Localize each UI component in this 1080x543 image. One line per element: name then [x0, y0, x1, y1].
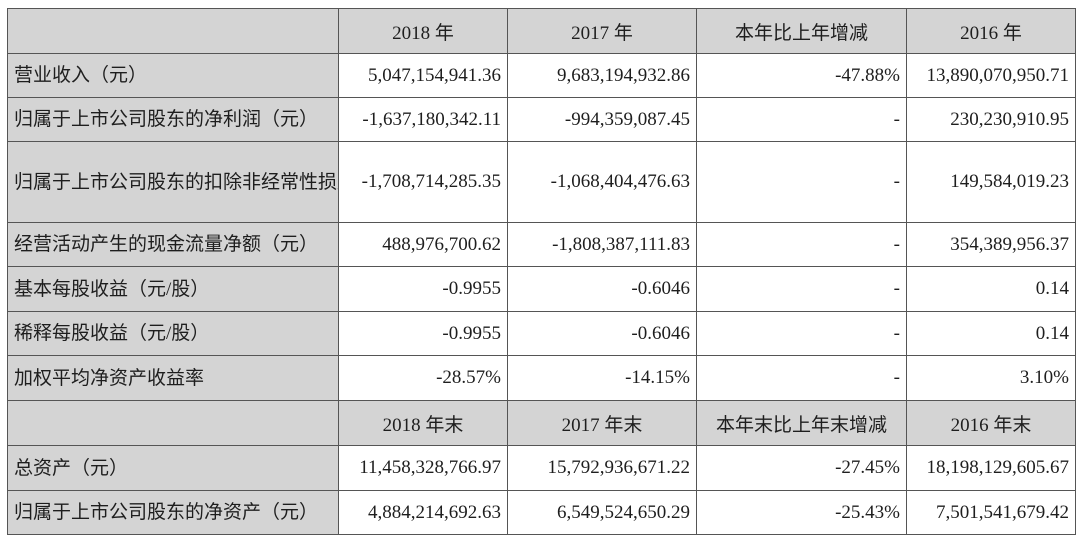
header-2017-end: 2017 年末: [507, 400, 697, 446]
value-2016: 13,890,070,950.71: [906, 53, 1076, 98]
value-2018: 488,976,700.62: [338, 222, 508, 267]
row-label: 基本每股收益（元/股）: [7, 266, 339, 312]
header-change-end: 本年末比上年末增减: [696, 400, 907, 446]
value-2018: -1,637,180,342.11: [338, 97, 508, 142]
value-2017: 6,549,524,650.29: [507, 490, 697, 535]
table-row: 归属于上市公司股东的净利润（元） -1,637,180,342.11 -994,…: [7, 97, 1076, 142]
value-2017: -0.6046: [507, 311, 697, 356]
value-2016: 18,198,129,605.67: [906, 445, 1076, 491]
header-change: 本年比上年增减: [696, 8, 907, 54]
value-change: -27.45%: [696, 445, 907, 491]
header-corner: [7, 8, 339, 54]
header-2018-end: 2018 年末: [338, 400, 508, 446]
row-label: 稀释每股收益（元/股）: [7, 311, 339, 356]
table-row: 总资产（元） 11,458,328,766.97 15,792,936,671.…: [7, 445, 1076, 491]
table-row: 营业收入（元） 5,047,154,941.36 9,683,194,932.8…: [7, 53, 1076, 98]
value-2018: -1,708,714,285.35: [338, 141, 508, 223]
row-label: 加权平均净资产收益率: [7, 355, 339, 401]
value-2017: -14.15%: [507, 355, 697, 401]
row-label: 归属于上市公司股东的扣除非经常性损益的净利润（元）: [7, 141, 339, 223]
value-2018: -28.57%: [338, 355, 508, 401]
header-row-year-end: 2018 年末 2017 年末 本年末比上年末增减 2016 年末: [7, 400, 1076, 446]
value-change: -: [696, 222, 907, 267]
value-change: -25.43%: [696, 490, 907, 535]
value-2016: 149,584,019.23: [906, 141, 1076, 223]
table-row: 加权平均净资产收益率 -28.57% -14.15% - 3.10%: [7, 355, 1076, 401]
value-2016: 3.10%: [906, 355, 1076, 401]
table-row: 归属于上市公司股东的扣除非经常性损益的净利润（元） -1,708,714,285…: [7, 141, 1076, 223]
header-2016-end: 2016 年末: [906, 400, 1076, 446]
value-2018: 4,884,214,692.63: [338, 490, 508, 535]
row-label: 总资产（元）: [7, 445, 339, 491]
header-2017: 2017 年: [507, 8, 697, 54]
value-2017: -994,359,087.45: [507, 97, 697, 142]
value-2016: 0.14: [906, 266, 1076, 312]
value-2016: 230,230,910.95: [906, 97, 1076, 142]
value-change: -: [696, 311, 907, 356]
value-2017: 15,792,936,671.22: [507, 445, 697, 491]
row-label: 归属于上市公司股东的净利润（元）: [7, 97, 339, 142]
row-label: 营业收入（元）: [7, 53, 339, 98]
row-label: 经营活动产生的现金流量净额（元）: [7, 222, 339, 267]
table-row: 经营活动产生的现金流量净额（元） 488,976,700.62 -1,808,3…: [7, 222, 1076, 267]
table-row: 基本每股收益（元/股） -0.9955 -0.6046 - 0.14: [7, 266, 1076, 312]
row-label: 归属于上市公司股东的净资产（元）: [7, 490, 339, 535]
financial-summary-table: 2018 年 2017 年 本年比上年增减 2016 年 营业收入（元） 5,0…: [7, 8, 1076, 535]
table-row: 稀释每股收益（元/股） -0.9955 -0.6046 - 0.14: [7, 311, 1076, 356]
value-2017: -1,808,387,111.83: [507, 222, 697, 267]
value-change: -47.88%: [696, 53, 907, 98]
value-change: -: [696, 97, 907, 142]
header-2018: 2018 年: [338, 8, 508, 54]
value-2017: -0.6046: [507, 266, 697, 312]
value-2018: 11,458,328,766.97: [338, 445, 508, 491]
value-2016: 7,501,541,679.42: [906, 490, 1076, 535]
value-2016: 354,389,956.37: [906, 222, 1076, 267]
header-2016: 2016 年: [906, 8, 1076, 54]
value-change: -: [696, 141, 907, 223]
value-change: -: [696, 355, 907, 401]
value-2018: 5,047,154,941.36: [338, 53, 508, 98]
value-change: -: [696, 266, 907, 312]
table-row: 归属于上市公司股东的净资产（元） 4,884,214,692.63 6,549,…: [7, 490, 1076, 535]
header-row-annual: 2018 年 2017 年 本年比上年增减 2016 年: [7, 8, 1076, 54]
value-2018: -0.9955: [338, 266, 508, 312]
value-2017: 9,683,194,932.86: [507, 53, 697, 98]
value-2017: -1,068,404,476.63: [507, 141, 697, 223]
value-2018: -0.9955: [338, 311, 508, 356]
header-corner: [7, 400, 339, 446]
value-2016: 0.14: [906, 311, 1076, 356]
